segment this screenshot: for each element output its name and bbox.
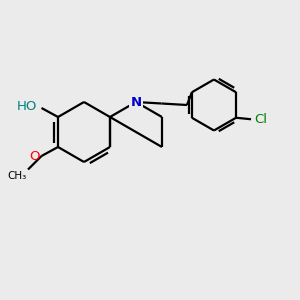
Text: Cl: Cl	[254, 113, 267, 126]
Text: CH₃: CH₃	[7, 171, 26, 181]
Text: HO: HO	[16, 100, 37, 113]
Text: O: O	[29, 149, 40, 163]
Text: N: N	[130, 95, 142, 109]
